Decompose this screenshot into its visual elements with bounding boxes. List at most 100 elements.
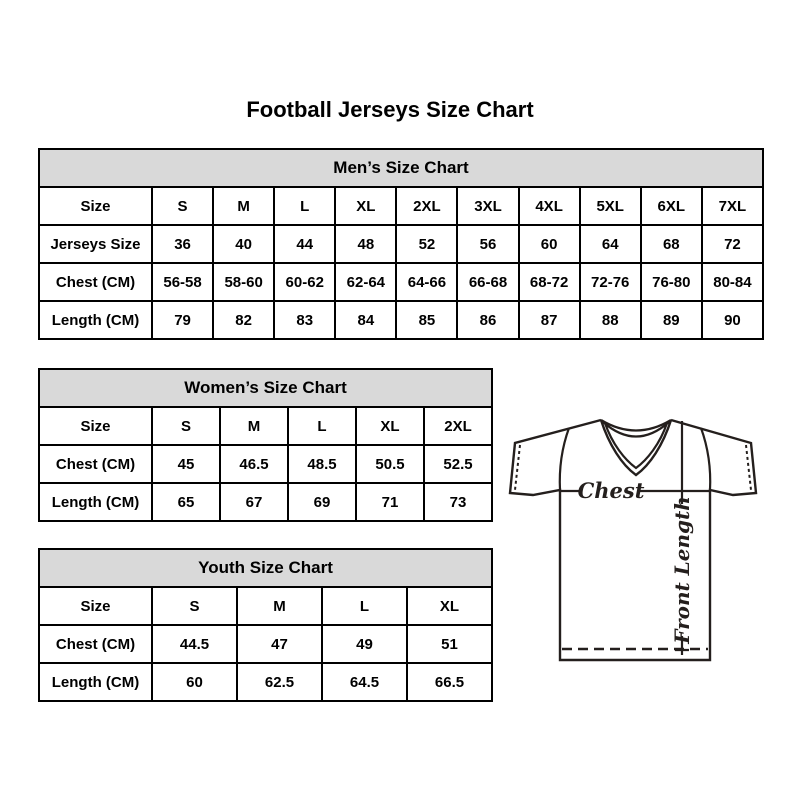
value-cell: 82	[212, 300, 276, 340]
value-cell: 72	[700, 224, 765, 264]
column-header-cell: L	[287, 406, 357, 446]
value-cell: 68-72	[517, 262, 581, 302]
table-row: Length (CM) 60 62.5 64.5 66.5	[38, 662, 493, 702]
column-header-cell: XL	[355, 406, 425, 446]
value-cell: 51	[406, 624, 493, 664]
value-cell: 64.5	[321, 662, 408, 702]
table-row: Size S M L XL 2XL 3XL 4XL 5XL 6XL 7XL	[38, 186, 765, 226]
value-cell: 44.5	[151, 624, 238, 664]
jersey-right-cuff-stitch	[745, 444, 752, 491]
row-header-cell: Chest (CM)	[38, 262, 153, 302]
value-cell: 62.5	[236, 662, 323, 702]
jersey-left-cuff-stitch	[514, 444, 521, 491]
value-cell: 64-66	[395, 262, 459, 302]
table-row: Chest (CM) 56-58 58-60 60-62 62-64 64-66 66-68…	[38, 262, 765, 302]
table-row: Size S M L XL	[38, 586, 493, 626]
value-cell: 69	[287, 482, 357, 522]
value-cell: 86	[456, 300, 520, 340]
column-header-cell: M	[219, 406, 289, 446]
value-cell: 66-68	[456, 262, 520, 302]
column-header-cell: 4XL	[517, 186, 581, 226]
value-cell: 60	[151, 662, 238, 702]
table-title: Men’s Size Chart	[38, 148, 764, 188]
table-row: Chest (CM) 45 46.5 48.5 50.5 52.5	[38, 444, 493, 484]
table-header-row: Women’s Size Chart	[38, 368, 493, 408]
column-header-cell: XL	[334, 186, 398, 226]
table-header-row: Men’s Size Chart	[38, 148, 764, 188]
row-header-cell: Chest (CM)	[38, 444, 153, 484]
jersey-right-seam	[699, 427, 712, 491]
row-header-cell: Length (CM)	[38, 662, 153, 702]
table-row: Length (CM) 79 82 83 84 85 86 87 88 89 90	[38, 300, 765, 340]
value-cell: 58-60	[212, 262, 276, 302]
value-cell: 48.5	[287, 444, 357, 484]
table-row: Jerseys Size 36 40 44 48 52 56 60 64 68 72	[38, 224, 765, 264]
value-cell: 56-58	[150, 262, 215, 302]
value-cell: 45	[151, 444, 221, 484]
value-cell: 60	[517, 224, 581, 264]
womens-size-table: Women’s Size Chart Size S M L XL 2XL Chest (CM…	[38, 368, 493, 522]
value-cell: 85	[395, 300, 459, 340]
value-cell: 62-64	[334, 262, 398, 302]
column-header-cell: S	[151, 586, 238, 626]
value-cell: 90	[700, 300, 765, 340]
jersey-collar-band-2	[602, 421, 670, 438]
value-cell: 71	[355, 482, 425, 522]
column-header-cell: S	[150, 186, 215, 226]
value-cell: 64	[578, 224, 642, 264]
value-cell: 72-76	[578, 262, 642, 302]
value-cell: 83	[273, 300, 337, 340]
value-cell: 52.5	[423, 444, 493, 484]
value-cell: 60-62	[273, 262, 337, 302]
jersey-left-seam	[558, 427, 571, 491]
value-cell: 49	[321, 624, 408, 664]
jersey-outline	[508, 418, 758, 662]
chest-label: Chest	[578, 478, 645, 503]
value-cell: 67	[219, 482, 289, 522]
value-cell: 44	[273, 224, 337, 264]
value-cell: 50.5	[355, 444, 425, 484]
column-header-cell: 3XL	[456, 186, 520, 226]
value-cell: 79	[150, 300, 215, 340]
column-header-cell: Size	[38, 186, 153, 226]
column-header-cell: Size	[38, 406, 153, 446]
table-title: Youth Size Chart	[38, 548, 493, 588]
column-header-cell: 2XL	[423, 406, 493, 446]
column-header-cell: S	[151, 406, 221, 446]
value-cell: 66.5	[406, 662, 493, 702]
column-header-cell: M	[236, 586, 323, 626]
value-cell: 48	[334, 224, 398, 264]
value-cell: 84	[334, 300, 398, 340]
column-header-cell: 5XL	[578, 186, 642, 226]
value-cell: 80-84	[700, 262, 765, 302]
value-cell: 68	[639, 224, 703, 264]
value-cell: 87	[517, 300, 581, 340]
value-cell: 76-80	[639, 262, 703, 302]
column-header-cell: XL	[406, 586, 493, 626]
table-row: Length (CM) 65 67 69 71 73	[38, 482, 493, 522]
value-cell: 65	[151, 482, 221, 522]
jersey-collar-band-1	[600, 419, 672, 432]
column-header-cell: 7XL	[700, 186, 765, 226]
jersey-diagram: Chest Front Length	[508, 418, 758, 662]
table-row: Size S M L XL 2XL	[38, 406, 493, 446]
value-cell: 88	[578, 300, 642, 340]
value-cell: 47	[236, 624, 323, 664]
jersey-vneck-inner	[603, 422, 669, 470]
value-cell: 73	[423, 482, 493, 522]
value-cell: 56	[456, 224, 520, 264]
mens-size-table: Men’s Size Chart Size S M L XL 2XL 3XL 4XL 5XL 6X…	[38, 148, 765, 340]
table-row: Chest (CM) 44.5 47 49 51	[38, 624, 493, 664]
youth-size-table: Youth Size Chart Size S M L XL Chest (CM) 44.5…	[38, 548, 493, 702]
value-cell: 52	[395, 224, 459, 264]
row-header-cell: Jerseys Size	[38, 224, 153, 264]
row-header-cell: Length (CM)	[38, 300, 153, 340]
front-length-measure-line	[675, 421, 689, 655]
row-header-cell: Length (CM)	[38, 482, 153, 522]
jersey-vneck-outer	[599, 419, 673, 477]
value-cell: 46.5	[219, 444, 289, 484]
row-header-cell: Chest (CM)	[38, 624, 153, 664]
column-header-cell: 6XL	[639, 186, 703, 226]
column-header-cell: Size	[38, 586, 153, 626]
